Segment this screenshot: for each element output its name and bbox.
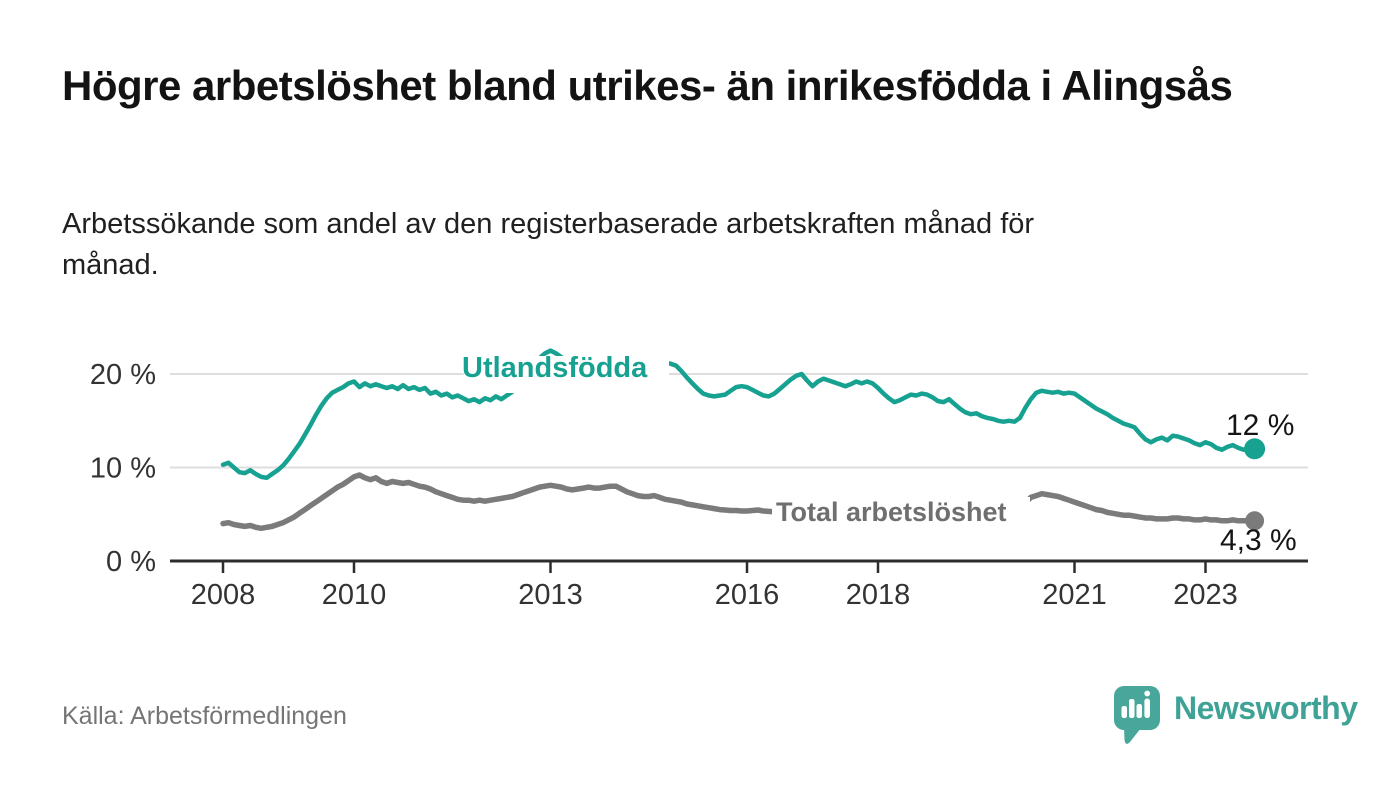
newsworthy-logo: Newsworthy — [1110, 682, 1358, 748]
y-tick-label: 10 % — [90, 453, 156, 485]
x-tick-label: 2018 — [846, 579, 911, 611]
chart-title: Högre arbetslöshet bland utrikes- än inr… — [62, 62, 1233, 109]
y-tick-label: 20 % — [90, 359, 156, 391]
end-value-utlandsfodda: 12 % — [1226, 409, 1295, 442]
x-tick-label: 2008 — [191, 579, 256, 611]
series-end-dot-total — [1245, 511, 1265, 531]
newsworthy-logo-text: Newsworthy — [1174, 690, 1358, 726]
x-tick-label: 2021 — [1042, 579, 1107, 611]
series-line-utlandsfodda — [220, 348, 1257, 481]
x-tick-label: 2016 — [715, 579, 780, 611]
series-label-utlandsfodda: Utlandsfödda — [462, 352, 648, 384]
end-value-total: 4,3 % — [1220, 524, 1297, 557]
series-label-total-arbetsloshet: Total arbetslöshet — [776, 497, 1007, 527]
speech-bubble-bar-chart-icon — [1114, 686, 1160, 744]
source-note: Källa: Arbetsförmedlingen — [62, 702, 347, 730]
x-tick-label: 2013 — [518, 579, 583, 611]
label-cover — [772, 497, 1030, 534]
x-tick-label: 2023 — [1173, 579, 1238, 611]
series-end-dot-utlandsfodda — [1244, 438, 1266, 460]
series-line-total — [220, 472, 1258, 532]
chart-subtitle: Arbetssökande som andel av den registerb… — [62, 208, 1035, 282]
label-cover — [464, 356, 669, 393]
x-tick-label: 2010 — [322, 579, 387, 611]
y-tick-label: 0 % — [106, 546, 156, 578]
